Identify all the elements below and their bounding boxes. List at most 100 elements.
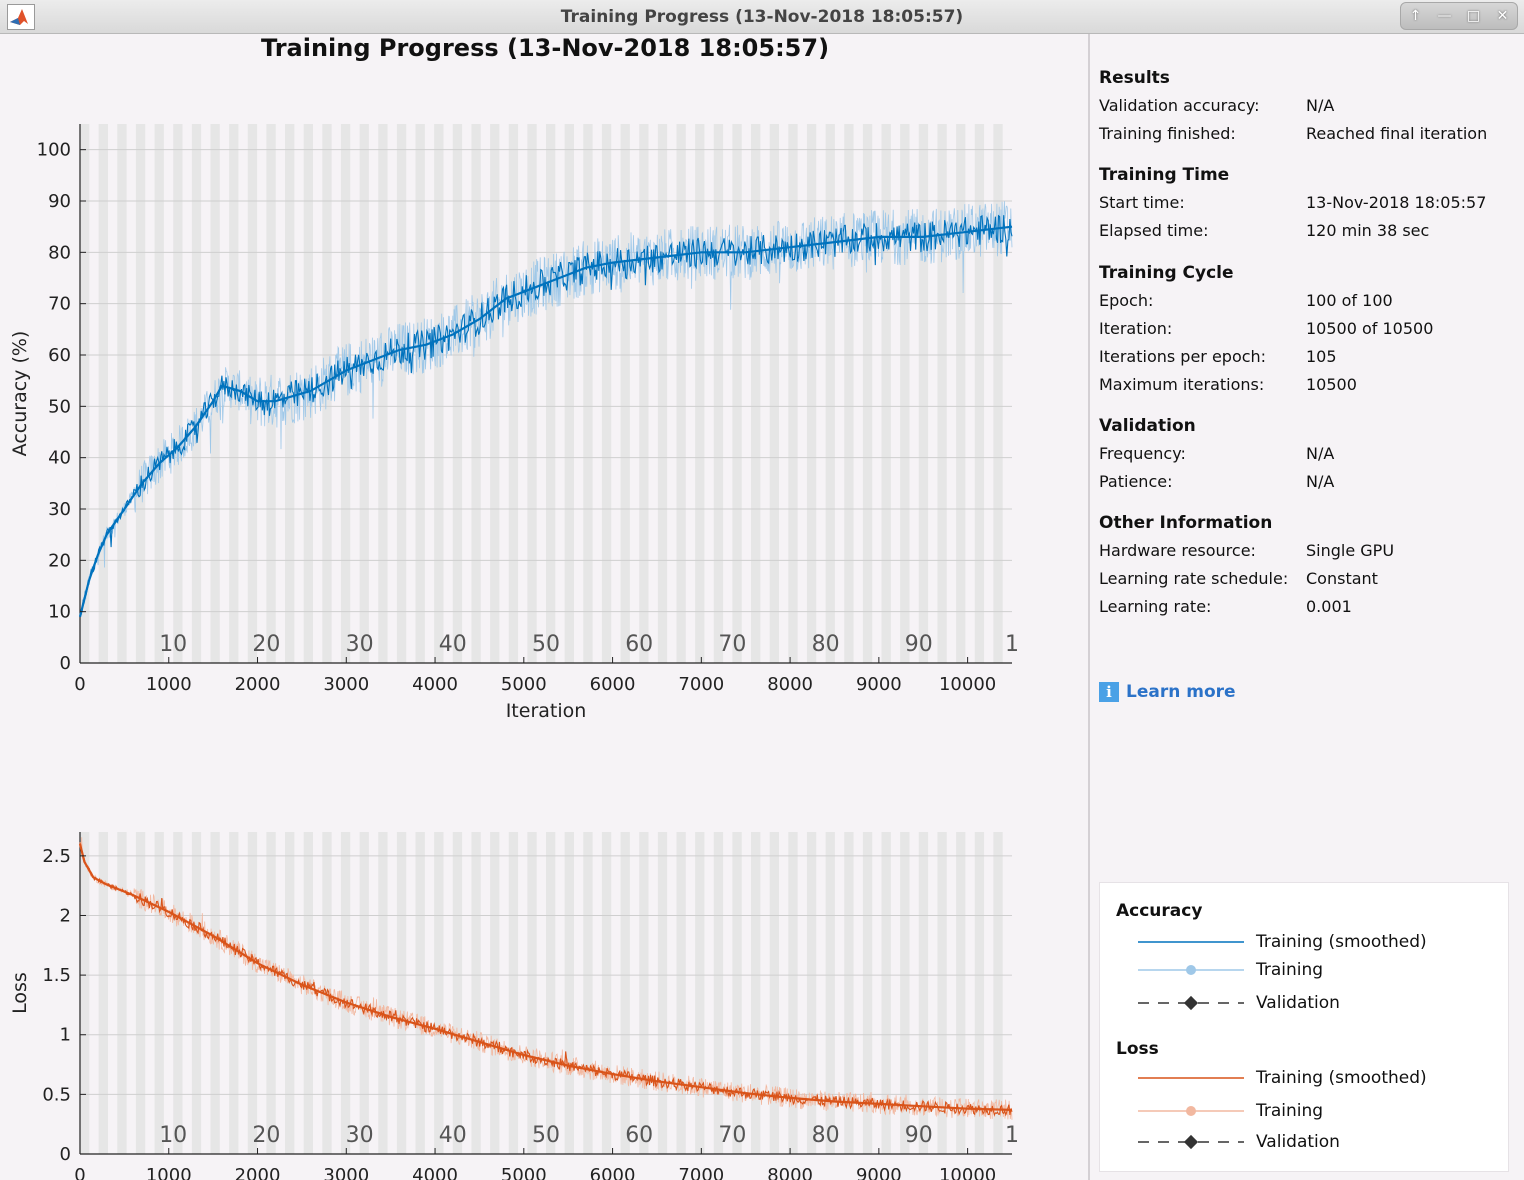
y-tick-label: 0 xyxy=(60,1144,71,1165)
info-label: Elapsed time: xyxy=(1099,221,1209,240)
legend-line-sample xyxy=(1138,965,1244,975)
epoch-band xyxy=(732,124,742,663)
info-label: Epoch: xyxy=(1099,291,1154,310)
epoch-label: 40 xyxy=(439,632,467,657)
epoch-band xyxy=(769,832,779,1154)
epoch-band xyxy=(154,124,164,663)
info-row: Validation accuracy: N/A xyxy=(1099,92,1487,120)
epoch-band xyxy=(471,832,481,1154)
epoch-band xyxy=(676,124,686,663)
info-label: Learning rate schedule: xyxy=(1099,569,1289,588)
maximize-icon[interactable]: □ xyxy=(1466,8,1481,24)
epoch-band xyxy=(340,832,351,1154)
y-axis-label: Loss xyxy=(9,972,31,1014)
info-value: N/A xyxy=(1306,472,1335,491)
epoch-band xyxy=(993,124,1003,663)
legend-line-sample xyxy=(1138,1077,1244,1079)
epoch-band xyxy=(844,124,854,663)
info-value: 100 of 100 xyxy=(1306,291,1393,310)
y-tick-label: 30 xyxy=(48,499,71,520)
epoch-band xyxy=(564,124,574,663)
info-panel: Results Validation accuracy: N/A Training… xyxy=(1090,34,1524,1180)
epoch-band xyxy=(956,124,966,663)
info-value: 10500 of 10500 xyxy=(1306,319,1434,338)
epoch-band xyxy=(359,124,369,663)
epoch-band xyxy=(210,832,220,1154)
x-tick-label: 3000 xyxy=(323,1165,369,1180)
y-tick-label: 1.5 xyxy=(42,965,71,986)
legend-item-accuracy-smoothed: Training (smoothed) xyxy=(1138,930,1427,954)
epoch-band xyxy=(378,124,388,663)
results-section: Results Validation accuracy: N/A Training… xyxy=(1099,64,1487,148)
epoch-band xyxy=(340,124,351,663)
y-tick-label: 100 xyxy=(37,140,71,161)
x-tick-label: 5000 xyxy=(501,674,547,695)
epoch-band xyxy=(881,124,891,663)
epoch-band xyxy=(937,124,947,663)
info-label: Hardware resource: xyxy=(1099,541,1256,560)
smoothed-line xyxy=(78,225,1013,618)
epoch-band xyxy=(508,124,519,663)
epoch-band xyxy=(881,832,891,1154)
x-tick-label: 8000 xyxy=(767,1165,813,1180)
legend-label: Training xyxy=(1256,1101,1324,1121)
x-tick-label: 9000 xyxy=(856,1165,902,1180)
section-heading: Results xyxy=(1099,68,1170,88)
epoch-label: 60 xyxy=(625,632,653,657)
plot-area: Training Progress (13-Nov-2018 18:05:57)… xyxy=(0,34,1088,1180)
training-line-dense xyxy=(79,214,1013,617)
info-row: Iteration: 10500 of 10500 xyxy=(1099,315,1433,343)
section-heading: Other Information xyxy=(1099,513,1273,533)
epoch-band xyxy=(359,832,369,1154)
legend-line-sample xyxy=(1138,1106,1244,1116)
epoch-band xyxy=(490,832,500,1154)
learn-more-label: Learn more xyxy=(1126,682,1236,702)
info-row: Iterations per epoch: 105 xyxy=(1099,343,1433,371)
y-tick-label: 0.5 xyxy=(42,1084,71,1105)
epoch-band xyxy=(695,832,705,1154)
legend-label: Training (smoothed) xyxy=(1256,1068,1427,1088)
epoch-band xyxy=(974,832,985,1154)
learn-more-link[interactable]: i Learn more xyxy=(1099,682,1236,702)
x-tick-label: 5000 xyxy=(501,1165,547,1180)
epoch-band xyxy=(657,832,668,1154)
epoch-band xyxy=(508,832,519,1154)
info-value: 0.001 xyxy=(1306,597,1352,616)
info-label: Start time: xyxy=(1099,193,1185,212)
info-row: Hardware resource: Single GPU xyxy=(1099,537,1394,565)
minimize-icon[interactable]: — xyxy=(1437,8,1452,24)
epoch-band xyxy=(546,124,556,663)
section-heading: Validation xyxy=(1099,416,1196,436)
x-tick-label: 6000 xyxy=(590,1165,636,1180)
close-icon[interactable]: ✕ xyxy=(1496,8,1509,24)
info-row: Maximum iterations: 10500 xyxy=(1099,371,1433,399)
epoch-band xyxy=(806,832,817,1154)
epoch-band xyxy=(247,832,258,1154)
epoch-label: 30 xyxy=(346,632,374,657)
epoch-band xyxy=(322,124,332,663)
validation-section: Validation Frequency: N/A Patience: N/A xyxy=(1099,412,1334,496)
x-tick-label: 10000 xyxy=(939,1165,996,1180)
epoch-band xyxy=(713,832,724,1154)
info-label: Maximum iterations: xyxy=(1099,375,1265,394)
info-value: 10500 xyxy=(1306,375,1357,394)
y-tick-label: 0 xyxy=(60,653,71,674)
legend-item-loss-training: Training xyxy=(1138,1099,1323,1123)
smoothed-line xyxy=(78,843,1013,1111)
epoch-band xyxy=(601,124,612,663)
y-tick-label: 40 xyxy=(48,448,71,469)
epoch-label: 70 xyxy=(718,1123,746,1148)
info-row: Frequency: N/A xyxy=(1099,440,1334,468)
up-arrow-icon[interactable]: ↑ xyxy=(1409,8,1422,24)
info-row: Epoch: 100 of 100 xyxy=(1099,287,1433,315)
loss-chart: 0 0.5 1 1.5 2 2.5 0 1000 2000 3000 4000 5000 6000 700… xyxy=(9,832,1019,1180)
info-value: Constant xyxy=(1306,569,1378,588)
epoch-band xyxy=(191,832,202,1154)
epoch-label: 80 xyxy=(812,632,840,657)
epoch-band xyxy=(378,832,388,1154)
info-label: Patience: xyxy=(1099,472,1173,491)
epoch-label: 50 xyxy=(532,632,560,657)
x-tick-label: 10000 xyxy=(939,674,996,695)
legend-line-sample xyxy=(1138,1134,1244,1150)
epoch-band xyxy=(825,832,835,1154)
